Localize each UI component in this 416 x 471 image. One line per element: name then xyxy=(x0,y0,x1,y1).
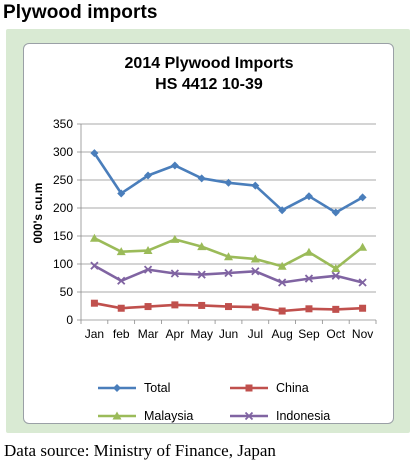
data-point-total xyxy=(90,149,99,158)
x-tick-label: feb xyxy=(113,327,130,341)
data-point-malaysia xyxy=(358,242,368,251)
data-point-china xyxy=(251,303,259,311)
data-point-malaysia xyxy=(331,263,341,272)
series-indonesia xyxy=(90,261,367,287)
series-china xyxy=(90,299,367,315)
chart-panel xyxy=(6,29,410,433)
data-point-malaysia xyxy=(170,234,180,243)
y-tick-label: 250 xyxy=(53,173,73,187)
legend-item-china: China xyxy=(230,381,309,395)
legend-marker-indonesia xyxy=(244,411,254,421)
x-tick-label: Jul xyxy=(248,327,263,341)
data-point-total xyxy=(278,206,287,215)
data-point-china xyxy=(117,304,125,312)
data-point-indonesia xyxy=(251,267,260,276)
y-tick-label: 350 xyxy=(53,117,73,131)
legend-marker-china xyxy=(245,384,253,392)
x-tick-label: Apr xyxy=(166,327,185,341)
data-point-total xyxy=(224,178,233,187)
data-point-malaysia xyxy=(250,254,260,263)
data-point-indonesia xyxy=(197,270,206,279)
data-point-indonesia xyxy=(331,271,340,280)
page-heading: Plywood imports xyxy=(3,2,158,23)
data-point-indonesia xyxy=(170,269,180,278)
y-axis-label: 000's cu.m xyxy=(31,183,45,244)
x-tick-label: Sep xyxy=(298,327,320,341)
data-point-malaysia xyxy=(197,242,207,251)
x-tick-label: Oct xyxy=(326,327,345,341)
data-point-total xyxy=(144,171,153,180)
data-point-china xyxy=(225,303,232,311)
data-point-indonesia xyxy=(224,268,233,278)
data-point-indonesia xyxy=(358,278,367,287)
data-point-china xyxy=(144,303,152,311)
data-point-china xyxy=(171,301,179,309)
data-point-malaysia xyxy=(277,261,287,270)
data-point-china xyxy=(278,307,286,315)
data-point-china xyxy=(90,299,98,307)
legend-item-malaysia: Malaysia xyxy=(98,409,193,423)
x-tick-label: Jan xyxy=(85,327,104,341)
legend-label-malaysia: Malaysia xyxy=(144,409,193,423)
data-point-total xyxy=(251,181,260,190)
data-source-note: Data source: Ministry of Finance, Japan xyxy=(4,441,276,460)
data-point-total xyxy=(117,189,126,198)
chart-frame xyxy=(23,43,394,424)
data-point-indonesia xyxy=(277,278,287,287)
legend-marker-malaysia xyxy=(112,411,122,420)
series-malaysia xyxy=(89,233,368,272)
data-point-total xyxy=(170,161,179,170)
data-point-malaysia xyxy=(143,246,153,255)
y-tick-label: 300 xyxy=(53,145,73,159)
chart-subtitle: HS 4412 10-39 xyxy=(155,76,263,93)
x-tick-label: Jun xyxy=(219,327,238,341)
y-tick-label: 200 xyxy=(53,201,73,215)
data-point-indonesia xyxy=(90,261,99,270)
x-tick-label: Nov xyxy=(352,327,373,341)
data-point-china xyxy=(198,301,206,309)
data-point-total xyxy=(358,193,367,202)
data-point-indonesia xyxy=(117,276,126,285)
x-tick-label: Aug xyxy=(271,327,292,341)
data-point-indonesia xyxy=(304,274,314,283)
x-tick-label: May xyxy=(190,327,213,341)
x-tick-label: Mar xyxy=(138,327,159,341)
legend-label-china: China xyxy=(276,381,309,395)
series-total xyxy=(90,149,367,217)
data-point-indonesia xyxy=(143,265,153,274)
chart-title: 2014 Plywood Imports xyxy=(125,55,294,72)
legend-item-indonesia: Indonesia xyxy=(230,409,330,423)
legend-label-total: Total xyxy=(144,381,170,395)
data-point-china xyxy=(332,305,340,313)
data-point-malaysia xyxy=(304,247,314,256)
legend-marker-total xyxy=(113,384,121,392)
data-point-total xyxy=(331,208,340,217)
data-point-malaysia xyxy=(224,252,233,261)
data-point-malaysia xyxy=(116,247,126,256)
y-tick-label: 150 xyxy=(53,229,73,243)
data-point-malaysia xyxy=(89,233,99,242)
legend-label-indonesia: Indonesia xyxy=(276,409,330,423)
data-point-china xyxy=(305,305,313,313)
data-point-total xyxy=(304,192,313,201)
y-tick-label: 100 xyxy=(53,257,73,271)
data-point-total xyxy=(197,174,206,183)
y-tick-label: 0 xyxy=(66,313,73,327)
data-point-china xyxy=(359,304,367,312)
legend-item-total: Total xyxy=(98,381,170,395)
y-tick-label: 50 xyxy=(60,285,74,299)
